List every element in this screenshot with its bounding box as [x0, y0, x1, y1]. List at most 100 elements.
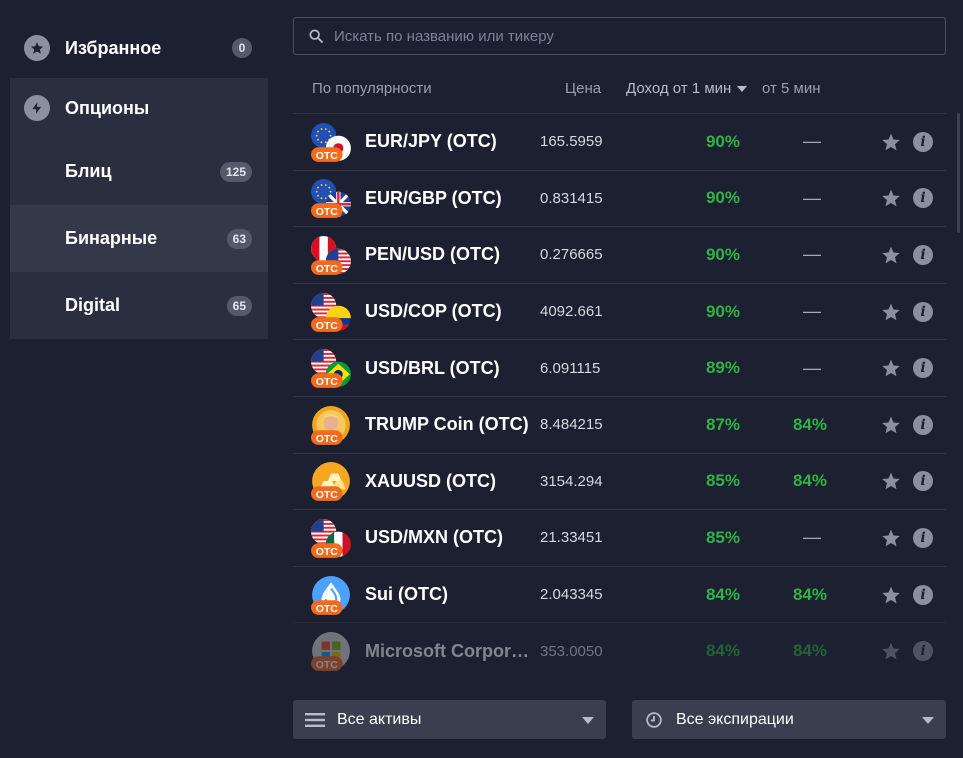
svg-text:OTC: OTC [316, 319, 339, 331]
info-icon[interactable]: i [913, 641, 933, 662]
sidebar-item-digital[interactable]: Digital 65 [10, 272, 268, 339]
profit-5min: — [803, 244, 821, 265]
profit-5min: — [803, 357, 821, 378]
favorite-star-icon[interactable] [881, 585, 901, 605]
profit-1min: 90% [705, 131, 740, 151]
info-icon[interactable]: i [913, 584, 933, 605]
profit-5min: — [803, 187, 821, 208]
count-badge: 0 [232, 38, 252, 58]
dropdown-label: Все активы [337, 710, 422, 728]
asset-name: Sui (OTC) [365, 584, 448, 605]
info-icon[interactable]: i [913, 358, 933, 379]
table-row[interactable]: OTC PEN/USD (OTC) 0.276665 90% — i [293, 226, 946, 283]
chevron-down-icon [582, 716, 594, 724]
favorite-star-icon[interactable] [881, 302, 901, 322]
scrollbar[interactable] [957, 113, 960, 233]
microsoft-logo-icon: OTC [310, 631, 352, 673]
svg-text:OTC: OTC [316, 602, 339, 614]
profit-5min: — [803, 301, 821, 322]
sort-caret-icon [737, 86, 748, 93]
table-row[interactable]: OTC USD/COP (OTC) 4092.661 90% — i [293, 282, 946, 340]
count-badge: 65 [226, 295, 252, 316]
sidebar-item-binary[interactable]: Бинарные 63 [10, 205, 268, 272]
search-box [293, 17, 946, 55]
profit-5min: 84% [792, 641, 827, 661]
info-icon[interactable]: i [913, 131, 933, 152]
asset-price: 165.5959 [540, 133, 603, 151]
profit-1min: 85% [705, 527, 740, 547]
table-row[interactable]: OTC USD/BRL (OTC) 6.091115 89% — i [293, 339, 946, 396]
profit-1min: 89% [705, 358, 740, 378]
assets-table: OTC EUR/JPY (OTC) 165.5959 90% — i OTC E… [293, 113, 946, 679]
sidebar-item-options[interactable]: Опционы [10, 78, 268, 138]
lightning-icon [24, 95, 50, 121]
info-icon[interactable]: i [913, 244, 933, 265]
svg-text:OTC: OTC [316, 659, 339, 671]
asset-price: 3154.294 [540, 472, 603, 490]
sidebar-item-label: Блиц [65, 161, 112, 181]
chevron-down-icon [922, 716, 934, 724]
favorite-star-icon[interactable] [881, 471, 901, 491]
table-row[interactable]: OTC EUR/JPY (OTC) 165.5959 90% — i [293, 113, 946, 170]
asset-name: PEN/USD (OTC) [365, 244, 500, 265]
sort-by-popularity[interactable]: По популярности [312, 80, 432, 97]
profit-5min: 84% [792, 584, 827, 604]
table-row[interactable]: OTC XAUUSD (OTC) 3154.294 85% 84% i [293, 452, 946, 510]
options-group: Опционы Блиц 125 Бинарные 63 Digital 65 [10, 78, 268, 339]
sidebar-item-label: Бинарные [65, 228, 158, 248]
svg-text:OTC: OTC [316, 433, 339, 445]
search-input[interactable] [334, 27, 945, 45]
svg-text:OTC: OTC [316, 489, 339, 501]
asset-name: USD/BRL (OTC) [365, 357, 500, 378]
info-icon[interactable]: i [913, 188, 933, 209]
dropdown-label: Все экспирации [676, 710, 794, 728]
asset-name: EUR/JPY (OTC) [365, 131, 497, 152]
table-header: По популярности Цена Доход от 1 мин от 5… [293, 68, 946, 112]
profit-1min: 84% [705, 641, 740, 661]
favorite-star-icon[interactable] [881, 528, 901, 548]
sidebar-item-label: Опционы [65, 97, 150, 118]
table-row[interactable]: OTC USD/MXN (OTC) 21.33451 85% — i [293, 509, 946, 566]
column-header-price[interactable]: Цена [565, 80, 602, 97]
table-row[interactable]: OTC EUR/GBP (OTC) 0.831415 90% — i [293, 169, 946, 227]
asset-name: Microsoft Corpor… [365, 640, 529, 661]
favorite-star-icon[interactable] [881, 358, 901, 378]
asset-price: 0.276665 [540, 246, 603, 264]
count-badge: 125 [219, 161, 252, 182]
asset-name: TRUMP Coin (OTC) [365, 414, 529, 435]
favorite-star-icon[interactable] [881, 132, 901, 152]
info-icon[interactable]: i [913, 471, 933, 492]
sidebar-item-blitz[interactable]: Блиц 125 [10, 138, 268, 205]
svg-text:OTC: OTC [316, 376, 339, 388]
table-row[interactable]: OTC Microsoft Corpor… 353.0050 84% 84% i [293, 622, 946, 679]
svg-text:OTC: OTC [316, 206, 339, 218]
profit-5min: 84% [792, 414, 827, 434]
table-row[interactable]: OTC Sui (OTC) 2.043345 84% 84% i [293, 565, 946, 623]
svg-text:OTC: OTC [316, 263, 339, 275]
clock-icon [644, 710, 664, 730]
info-icon[interactable]: i [913, 414, 933, 435]
table-row[interactable]: OTC TRUMP Coin (OTC) 8.484215 87% 84% i [293, 395, 946, 453]
favorite-star-icon[interactable] [881, 245, 901, 265]
asset-price: 8.484215 [540, 416, 603, 434]
search-icon [309, 29, 323, 43]
profit-5min: — [803, 527, 821, 548]
profit-5min: 84% [792, 471, 827, 491]
column-header-profit-5min[interactable]: от 5 мин [762, 80, 821, 97]
column-header-profit-1min[interactable]: Доход от 1 мин [626, 80, 748, 97]
favorite-star-icon[interactable] [881, 641, 901, 661]
sidebar-item-label: Digital [65, 295, 121, 315]
profit-1min: 87% [705, 414, 740, 434]
list-icon [305, 710, 325, 730]
expiration-filter-dropdown[interactable]: Все экспирации [632, 700, 946, 739]
favorite-star-icon[interactable] [881, 415, 901, 435]
asset-price: 4092.661 [540, 303, 603, 321]
assets-filter-dropdown[interactable]: Все активы [293, 700, 606, 739]
favorite-star-icon[interactable] [881, 188, 901, 208]
eu-gb-flags-icon: OTC [310, 178, 352, 220]
info-icon[interactable]: i [913, 527, 933, 548]
us-co-flags-icon: OTC [310, 292, 352, 334]
info-icon[interactable]: i [913, 301, 933, 322]
sidebar-item-favorites[interactable]: Избранное 0 [10, 18, 268, 78]
gold-bars-icon: OTC [310, 461, 352, 503]
